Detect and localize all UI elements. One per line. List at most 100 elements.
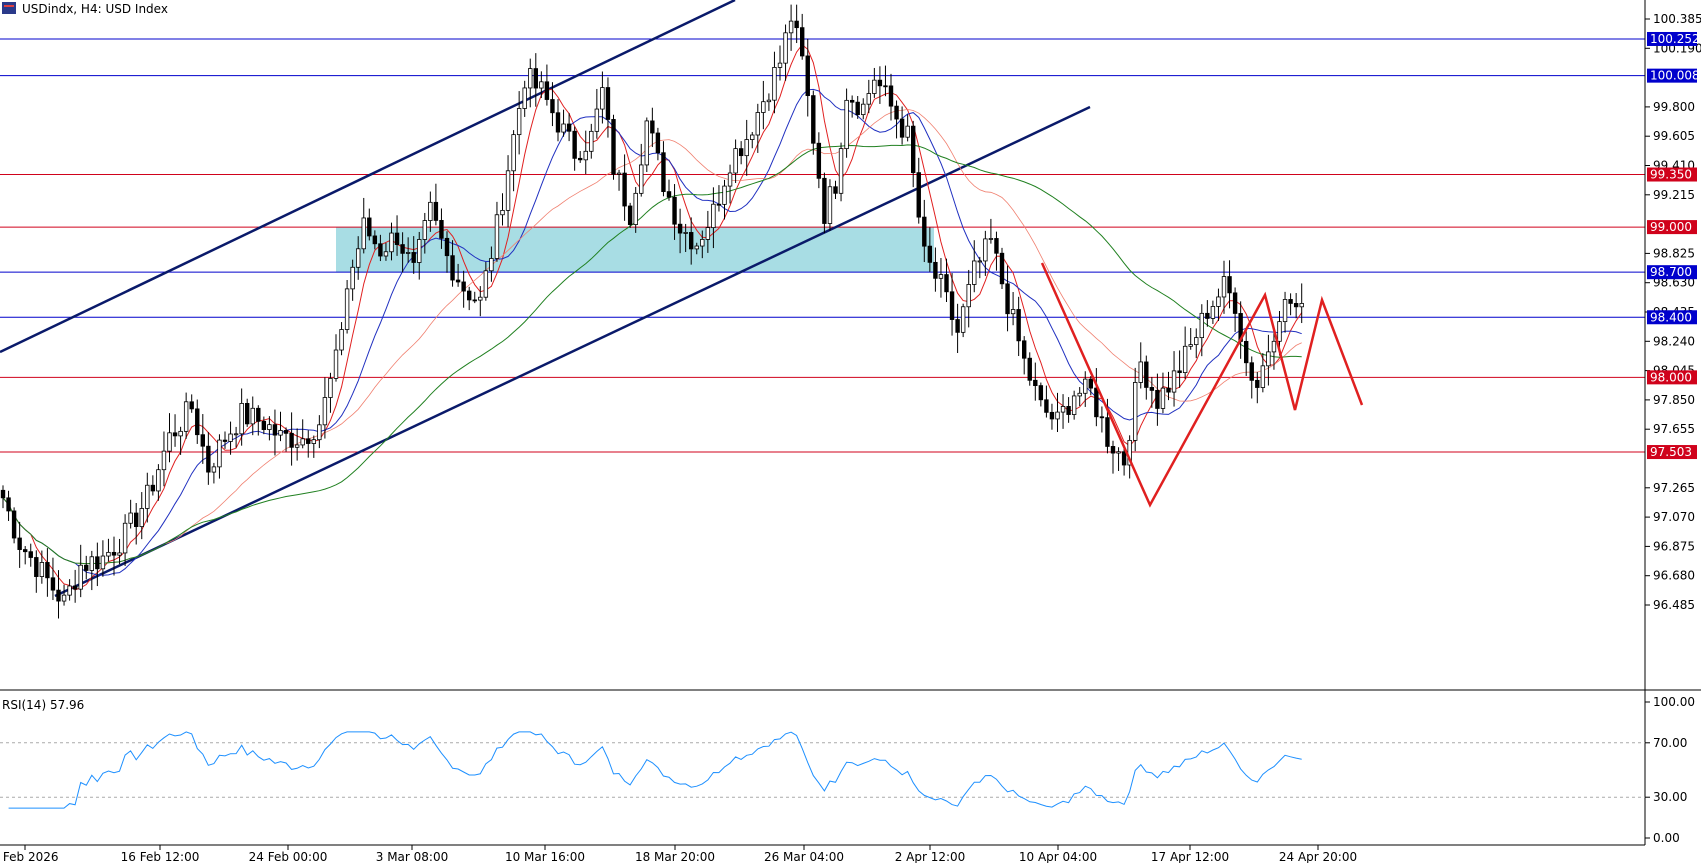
candle-body (39, 562, 45, 577)
candle-body (17, 537, 22, 550)
candle-body (45, 562, 50, 579)
candle-body (916, 172, 921, 218)
time-tick-label: 3 Mar 08:00 (376, 850, 449, 863)
candle-body (727, 172, 733, 187)
price-tick-label: 98.825 (1653, 246, 1695, 260)
candle-body (933, 261, 938, 279)
level-price-tag (1647, 310, 1697, 325)
candle-body (716, 203, 722, 206)
candle-body (372, 235, 378, 245)
time-tick-label: 17 Apr 12:00 (1151, 850, 1229, 863)
level-price-tag-label: 99.000 (1650, 220, 1692, 234)
level-price-tag-label: 97.503 (1650, 445, 1692, 459)
candle-body (339, 329, 344, 351)
candle-body (960, 306, 966, 333)
candle-body (544, 81, 550, 100)
candle-body (355, 248, 361, 268)
rsi-label: RSI(14) 57.96 (2, 698, 84, 712)
price-tick-label: 99.215 (1653, 188, 1695, 202)
candle-body (156, 469, 161, 492)
candle-body (472, 299, 477, 302)
candle-body (700, 239, 705, 247)
candle-body (1205, 312, 1210, 319)
candle-body (661, 152, 666, 193)
candle-body (405, 252, 411, 254)
candle-body (589, 130, 594, 152)
candle-body (994, 238, 999, 254)
candle-body (1144, 361, 1149, 388)
time-tick-label: 18 Mar 20:00 (635, 850, 715, 863)
candle-body (1138, 361, 1143, 383)
level-price-tags: 100.252 100.008 99.350 99.000 98.700 98.400 98… (1647, 31, 1700, 460)
price-tick-label: 97.070 (1653, 510, 1695, 524)
candle-body (294, 444, 300, 448)
candle-body (550, 99, 555, 114)
candle-body (1110, 446, 1116, 454)
candle-body (167, 432, 172, 452)
candle-body (289, 432, 294, 448)
upper-channel-line[interactable] (0, 0, 736, 354)
zigzag-line[interactable] (1040, 262, 1364, 508)
candle-body (655, 132, 661, 154)
candle-body (306, 438, 311, 444)
candle-body (500, 209, 505, 216)
candle-body (183, 401, 189, 432)
candle-body (350, 266, 355, 290)
candle-body (1277, 321, 1282, 342)
candle-body (1038, 385, 1044, 401)
candle-body (705, 227, 711, 240)
candle-body (949, 291, 955, 320)
candle-body (888, 85, 894, 107)
candle-body (722, 185, 727, 205)
candle-body (145, 484, 150, 509)
candle-body (250, 407, 255, 425)
candle-body (866, 93, 871, 105)
candle-body (755, 112, 760, 136)
candle-body (1083, 378, 1088, 394)
candle-body (805, 55, 810, 97)
candle-body (522, 87, 527, 109)
price-tick-label: 97.265 (1653, 481, 1695, 495)
level-price-tag (1647, 220, 1697, 235)
candle-body (56, 589, 61, 602)
candle-body (344, 288, 350, 330)
ma-salmon-line (2, 108, 1302, 565)
time-tick-label: 24 Apr 20:00 (1279, 850, 1357, 863)
candle-body (833, 186, 838, 194)
candle-body (1077, 392, 1082, 397)
candle-body (855, 101, 860, 116)
candle-body (539, 81, 544, 89)
lower-channel-line[interactable] (54, 105, 1091, 598)
candle-body (877, 79, 883, 87)
candle-body (594, 108, 600, 132)
candle-body (639, 164, 644, 194)
candle-body (466, 290, 472, 301)
candle-body (1249, 362, 1254, 381)
candle-body (300, 438, 305, 446)
candle-body (894, 105, 899, 120)
candle-body (428, 201, 433, 221)
candle-body (766, 99, 772, 103)
candle-body (206, 445, 211, 473)
candle-body (650, 120, 655, 134)
candle-body (34, 557, 39, 577)
rsi-line (8, 731, 1302, 809)
candle-body (1099, 416, 1105, 419)
candle-body (1060, 406, 1066, 413)
price-tick-label: 99.800 (1653, 100, 1695, 114)
price-axis-ticks: 100.385100.19099.80099.60599.41099.21598… (1645, 12, 1701, 612)
candle-body (800, 27, 805, 57)
candle-body (1177, 370, 1182, 374)
candle-body (261, 420, 267, 430)
candle-body (1260, 365, 1266, 388)
candle-body (367, 217, 372, 237)
level-price-tag (1647, 31, 1697, 46)
candle-body (555, 112, 561, 133)
candle-body (417, 239, 422, 263)
price-tick-label: 99.605 (1653, 129, 1695, 143)
candle-body (988, 238, 994, 240)
candle-body (133, 512, 139, 528)
level-price-tag-label: 100.008 (1650, 69, 1700, 83)
candle-body (72, 585, 78, 590)
